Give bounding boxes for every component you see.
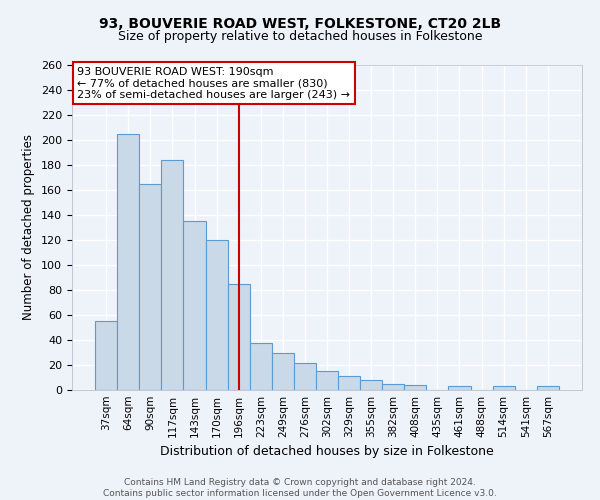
Bar	[95, 322, 117, 390]
Bar	[294, 362, 316, 390]
Bar	[338, 376, 360, 390]
Bar	[404, 385, 427, 390]
Bar	[161, 160, 184, 390]
Bar	[360, 380, 382, 390]
Bar	[184, 221, 206, 390]
Bar	[206, 240, 227, 390]
Text: Size of property relative to detached houses in Folkestone: Size of property relative to detached ho…	[118, 30, 482, 43]
Bar	[537, 386, 559, 390]
Text: Contains HM Land Registry data © Crown copyright and database right 2024.
Contai: Contains HM Land Registry data © Crown c…	[103, 478, 497, 498]
Y-axis label: Number of detached properties: Number of detached properties	[22, 134, 35, 320]
Bar	[139, 184, 161, 390]
Bar	[227, 284, 250, 390]
Bar	[316, 371, 338, 390]
X-axis label: Distribution of detached houses by size in Folkestone: Distribution of detached houses by size …	[160, 446, 494, 458]
Text: 93 BOUVERIE ROAD WEST: 190sqm
← 77% of detached houses are smaller (830)
23% of : 93 BOUVERIE ROAD WEST: 190sqm ← 77% of d…	[77, 66, 350, 100]
Bar	[250, 342, 272, 390]
Text: 93, BOUVERIE ROAD WEST, FOLKESTONE, CT20 2LB: 93, BOUVERIE ROAD WEST, FOLKESTONE, CT20…	[99, 18, 501, 32]
Bar	[117, 134, 139, 390]
Bar	[448, 386, 470, 390]
Bar	[272, 352, 294, 390]
Bar	[382, 384, 404, 390]
Bar	[493, 386, 515, 390]
